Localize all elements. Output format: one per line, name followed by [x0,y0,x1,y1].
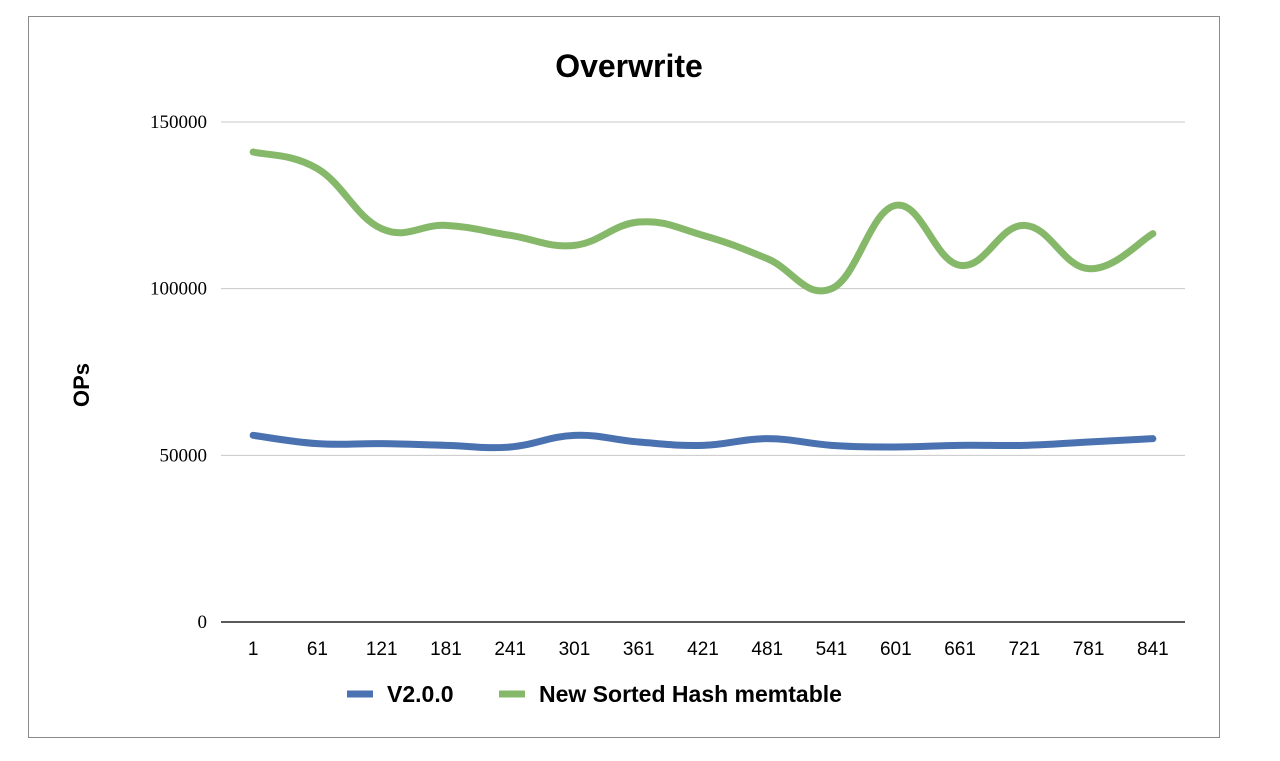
chart-frame: Overwrite OPs 0 50000 100000 150000 1 61 121 1… [28,16,1220,738]
x-tick-label: 361 [623,639,655,660]
x-tick-label: 481 [751,639,783,660]
series-line-1 [249,148,1157,295]
chart-title: Overwrite [555,48,703,84]
x-tick-label: 601 [880,639,912,660]
x-tick-label: 181 [430,639,462,660]
y-axis-label: OPs [69,363,94,407]
x-tick-labels: 1 61 121 181 241 301 361 421 481 541 601 661 721 781 8… [248,639,1169,660]
x-tick-label: 421 [687,639,719,660]
x-tick-label: 301 [559,639,591,660]
x-tick-label: 661 [944,639,976,660]
x-tick-label: 241 [494,639,526,660]
x-tick-label: 781 [1073,639,1105,660]
y-tick-label: 0 [198,612,208,633]
y-tick-label: 100000 [150,279,207,300]
legend-label: V2.0.0 [387,681,454,707]
x-tick-label: 61 [307,639,328,660]
legend-label: New Sorted Hash memtable [539,681,842,707]
series-lines [249,148,1157,452]
y-tick-label: 50000 [160,445,208,466]
x-tick-label: 541 [816,639,848,660]
x-tick-label: 721 [1008,639,1040,660]
y-tick-labels: 0 50000 100000 150000 [150,112,207,633]
x-tick-label: 841 [1137,639,1169,660]
x-tick-label: 121 [366,639,398,660]
x-tick-label: 1 [248,639,259,660]
gridlines [221,121,1185,623]
y-tick-label: 150000 [150,112,207,133]
legend: V2.0.0 New Sorted Hash memtable [347,681,842,707]
series-line-0 [249,431,1157,452]
